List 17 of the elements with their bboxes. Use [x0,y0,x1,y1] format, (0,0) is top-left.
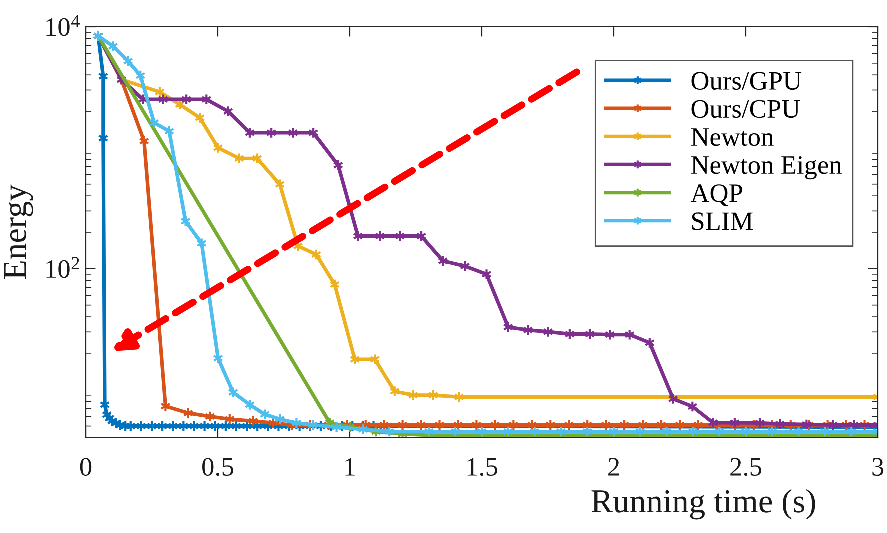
y-tick-label: 10$^{4}$ [46,15,80,36]
legend-label: Newton Eigen [691,156,842,180]
x-tick-label: 1.5 [468,458,498,476]
y-axis-title: Energy [4,184,34,280]
x-tick-label: 1 [346,458,356,476]
x-tick-label: 2.5 [730,458,762,476]
legend-label: Newton [691,128,774,146]
legend-label: AQP [690,184,742,206]
legend-label: SLIM [692,212,753,230]
x-tick-label: 0.5 [202,458,234,476]
x-tick-label: 2 [608,458,620,476]
legend-label: Ours/GPU [692,72,802,90]
x-tick-label: 0 [80,458,92,476]
legend-label: Ours/CPU [692,100,800,118]
y-tick-label: 10$^{2}$ [46,257,80,278]
x-axis-title: Running time (s) [592,489,816,520]
x-tick-label: 3 [872,458,884,476]
